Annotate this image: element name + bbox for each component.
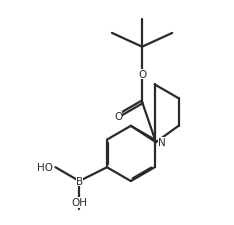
Text: OH: OH xyxy=(71,198,87,207)
Text: O: O xyxy=(114,111,122,121)
Text: HO: HO xyxy=(37,162,53,173)
Text: N: N xyxy=(158,137,166,147)
Text: B: B xyxy=(76,176,83,186)
Text: O: O xyxy=(138,70,146,80)
